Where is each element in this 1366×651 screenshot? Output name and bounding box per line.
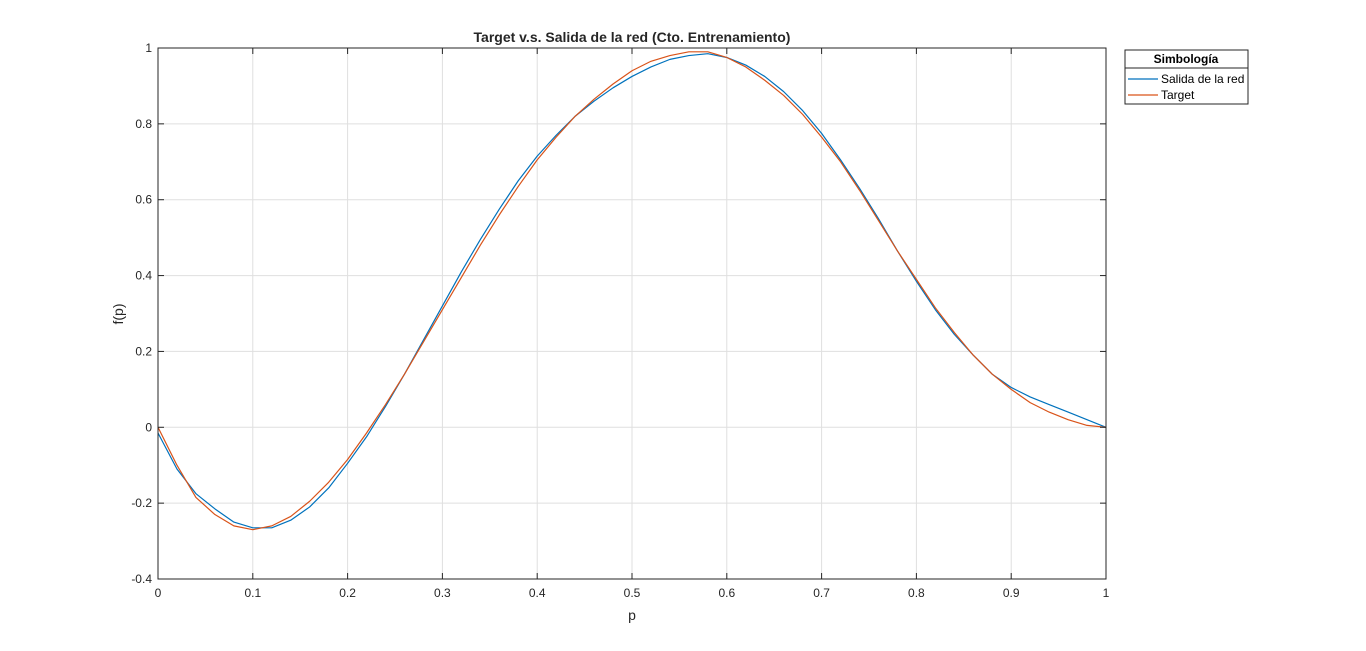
- x-tick-label: 1: [1103, 586, 1110, 600]
- x-tick-label: 0.1: [244, 586, 261, 600]
- x-tick-label: 0.6: [718, 586, 735, 600]
- x-tick-label: 0.9: [1003, 586, 1020, 600]
- legend-label: Target: [1161, 88, 1195, 102]
- series-line-1: [157, 53, 1107, 529]
- x-tick-label: 0.4: [529, 586, 546, 600]
- x-tick-label: 0.7: [813, 586, 830, 600]
- y-tick-label: 0: [145, 420, 152, 434]
- y-tick-label: 0.4: [135, 269, 152, 283]
- x-tick-label: 0.8: [908, 586, 925, 600]
- y-tick-label: -0.2: [131, 496, 152, 510]
- series-line-2: [157, 51, 1107, 531]
- x-tick-label: 0.3: [434, 586, 451, 600]
- series-layer: [157, 51, 1107, 531]
- legend[interactable]: Simbología Salida de la red Target: [1124, 49, 1249, 105]
- y-tick-label: 0.2: [135, 344, 152, 358]
- y-axis-label: f(p): [110, 304, 126, 325]
- x-axis-label: p: [628, 607, 636, 623]
- legend-entries: Salida de la red Target: [1128, 72, 1244, 102]
- legend-label: Salida de la red: [1161, 72, 1244, 86]
- x-tick-label: 0.5: [624, 586, 641, 600]
- y-tick-label: 1: [145, 41, 152, 55]
- y-tick-label: 0.8: [135, 117, 152, 131]
- y-tick-label: 0.6: [135, 193, 152, 207]
- chart-title: Target v.s. Salida de la red (Cto. Entre…: [474, 29, 791, 45]
- legend-title: Simbología: [1154, 52, 1219, 66]
- x-tick-label: 0.2: [339, 586, 356, 600]
- y-tick-label: -0.4: [131, 572, 152, 586]
- x-tick-label: 0: [155, 586, 162, 600]
- ticks: 0 0.1 0.2 0.3 0.4 0.5 0.6 0.7 0.8 0.9 1 -0.4 -0.2 0 0.…: [131, 41, 1109, 600]
